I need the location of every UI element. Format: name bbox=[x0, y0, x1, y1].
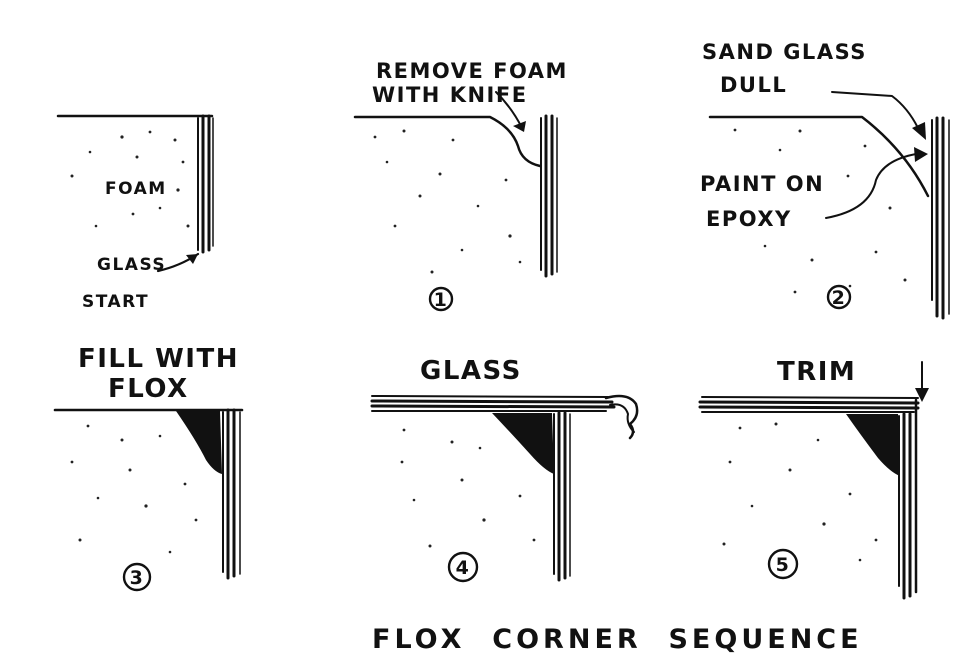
flox-fillet bbox=[492, 413, 554, 474]
glass-layer bbox=[553, 411, 571, 582]
foam-label: FOAM bbox=[105, 179, 167, 199]
diagram-caption: FLOX CORNER SEQUENCE bbox=[372, 624, 863, 655]
step-number-4: 4 bbox=[456, 557, 471, 579]
foam-cut-edge bbox=[708, 115, 930, 198]
paint-on-label: PAINT ON bbox=[700, 172, 824, 196]
step-number-1-circle bbox=[428, 286, 454, 312]
new-glass-layer bbox=[370, 394, 639, 440]
panel-step-2: SAND GLASS DULL PAINT ON EPOXY 2 bbox=[700, 40, 950, 320]
foam-stipple bbox=[373, 129, 522, 274]
panel-step-3: FILL WITH FLOX 3 bbox=[53, 344, 244, 592]
step-number-2-circle bbox=[826, 284, 852, 310]
foam-stipple bbox=[400, 428, 536, 548]
step-number-5: 5 bbox=[776, 554, 791, 576]
fill-with-label: FILL WITH bbox=[78, 344, 239, 374]
sand-glass-label: SAND GLASS bbox=[702, 40, 867, 64]
glass-layer bbox=[540, 114, 558, 278]
trim-arrowhead bbox=[915, 388, 929, 402]
step-number-4-circle bbox=[447, 551, 479, 583]
step-number-5-circle bbox=[767, 548, 799, 580]
remove-foam-label: REMOVE FOAM bbox=[376, 59, 568, 83]
foam-stipple bbox=[733, 128, 907, 294]
flox-fillet bbox=[846, 414, 900, 476]
glass-layer bbox=[197, 114, 214, 254]
with-knife-label: WITH KNIFE bbox=[372, 83, 528, 107]
sand-arrowhead bbox=[912, 122, 926, 140]
glass-step-label: GLASS bbox=[420, 356, 522, 386]
glass-layer bbox=[931, 116, 950, 320]
epoxy-label: EPOXY bbox=[706, 207, 792, 231]
foam-stipple bbox=[70, 130, 190, 228]
epoxy-arrow bbox=[825, 153, 917, 219]
step-number-1: 1 bbox=[434, 289, 449, 311]
flox-label: FLOX bbox=[108, 374, 189, 404]
foam-cut-edge bbox=[353, 115, 542, 168]
dull-label: DULL bbox=[720, 73, 787, 97]
step-number-2: 2 bbox=[832, 287, 847, 309]
glass-layer bbox=[222, 408, 241, 580]
panel-step-4: GLASS 4 bbox=[370, 356, 639, 583]
sand-arrow bbox=[831, 91, 919, 129]
trim-label: TRIM bbox=[777, 357, 856, 387]
glass-layer bbox=[898, 398, 918, 600]
panel-start: FOAM GLASS START bbox=[56, 114, 214, 312]
start-label: START bbox=[82, 292, 149, 312]
step-number-3: 3 bbox=[130, 567, 145, 589]
foam-stipple bbox=[722, 422, 878, 562]
epoxy-arrowhead bbox=[914, 147, 928, 162]
knife-arrowhead bbox=[513, 121, 526, 132]
new-glass-layer bbox=[698, 396, 920, 413]
glass-label: GLASS bbox=[97, 255, 166, 275]
glass-arrowhead bbox=[186, 254, 198, 264]
step-number-3-circle bbox=[122, 562, 152, 592]
panel-step-5: TRIM 5 bbox=[698, 357, 929, 600]
flox-fillet bbox=[176, 411, 222, 474]
foam-stipple bbox=[70, 424, 198, 554]
panel-step-1: REMOVE FOAM WITH KNIFE 1 bbox=[353, 59, 568, 312]
